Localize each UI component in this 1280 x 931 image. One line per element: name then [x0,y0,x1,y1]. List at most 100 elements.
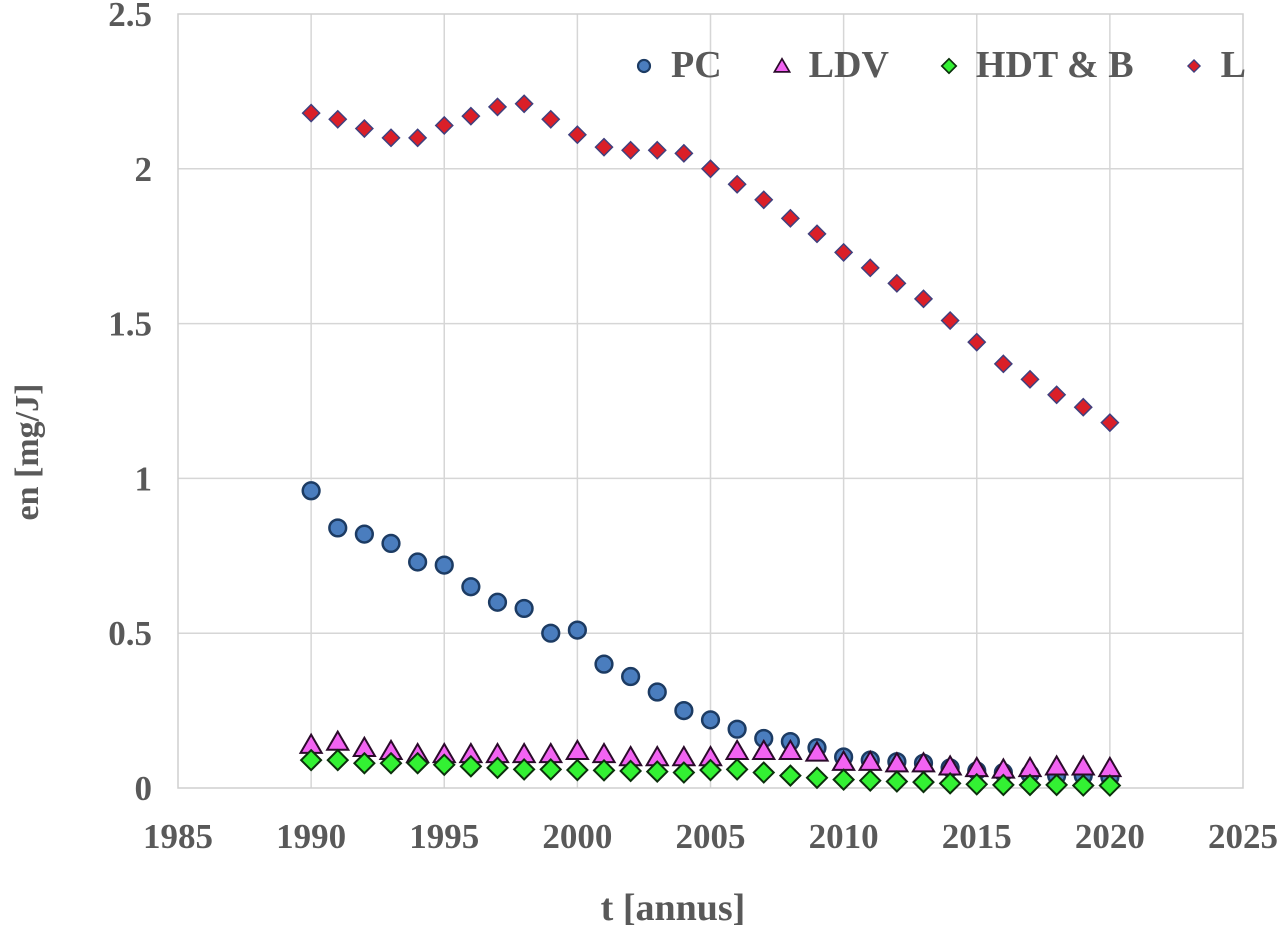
data-point-LDV-2007 [751,738,777,761]
data-point-HDTB-2008 [778,764,802,788]
diamond-glyph [1186,58,1201,74]
data-point-LDV-2009 [804,740,830,762]
data-point-L-1991 [328,109,348,129]
data-point-L-1996 [461,106,481,126]
data-point-PC-1999 [541,623,561,643]
data-point-L-2017 [1020,369,1040,389]
data-point-L-2018 [1047,385,1067,405]
data-point-HDTB-2011 [858,769,882,792]
data-point-L-2020 [1100,413,1120,433]
data-point-HDTB-1999 [539,758,563,781]
x-tick-label-2010: 2010 [809,817,879,856]
data-point-LDV-2018 [1044,754,1069,776]
data-point-PC-1990 [301,481,321,501]
data-point-PC-2003 [647,682,667,702]
data-point-LDV-2006 [724,738,750,761]
data-point-HDTB-2013 [912,770,935,794]
data-point-L-2016 [993,354,1013,374]
data-point-L-1997 [487,97,508,117]
data-point-HDTB-2019 [1071,774,1095,797]
data-point-L-2019 [1073,397,1093,417]
data-point-L-2002 [621,140,641,160]
data-point-LDV-2019 [1070,754,1096,776]
data-point-HDTB-1997 [486,756,509,780]
x-tick-label-1990: 1990 [276,817,346,856]
data-point-PC-2002 [621,666,641,687]
data-point-HDTB-2004 [672,761,696,784]
y-tick-label-2: 2 [135,150,153,189]
data-point-HDTB-2000 [565,758,589,782]
data-point-L-1998 [514,94,534,114]
circle-glyph [636,58,652,74]
data-point-PC-1995 [434,555,454,575]
data-point-L-2015 [967,332,987,352]
data-point-PC-1992 [354,524,374,544]
data-point-HDTB-2003 [645,760,669,784]
x-axis-title: t [annus] [600,887,746,929]
data-point-HDTB-2006 [725,758,749,781]
data-point-HDTB-2009 [805,766,829,790]
data-point-HDTB-1996 [459,754,483,778]
diamond-glyph [940,57,958,75]
data-point-L-2005 [700,159,721,179]
data-point-HDTB-1995 [432,753,456,777]
data-point-L-2004 [674,143,694,163]
data-point-HDTB-2012 [885,770,909,793]
data-point-HDTB-2017 [1018,773,1042,797]
legend-marker-triangle-icon [772,57,791,73]
data-point-PC-1994 [408,552,428,572]
data-point-LDV-2017 [1017,755,1043,778]
data-point-HDTB-2018 [1045,773,1069,797]
legend-marker-circle-icon [636,58,652,74]
legend-label: PC [671,44,722,86]
legend-item-PC: PC [630,46,722,84]
data-point-L-2003 [647,140,667,160]
data-point-L-1992 [354,118,374,139]
plot-border [177,13,1244,789]
legend-item-HDTB: HDT & B [935,46,1134,84]
data-point-PC-1991 [328,518,348,538]
data-point-HDTB-1994 [406,751,430,775]
x-tick-label-2025: 2025 [1208,817,1278,856]
x-tick-label-2005: 2005 [676,817,746,856]
data-point-PC-2001 [594,654,614,674]
y-tick-label-2.5: 2.5 [108,0,152,34]
data-point-HDTB-2007 [752,761,776,784]
legend-marker-diamond-icon [940,57,958,75]
data-point-L-2001 [594,137,614,157]
data-point-LDV-1991 [325,729,351,751]
chart-legend: PC LDV HDT & B L [630,42,1246,88]
x-tick-label-2020: 2020 [1075,817,1145,856]
data-point-HDTB-1998 [512,758,536,781]
data-point-L-2011 [860,258,880,278]
data-point-HDTB-1993 [379,751,403,775]
data-point-HDTB-2014 [938,771,962,795]
data-point-L-2006 [727,174,747,194]
x-tick-label-1995: 1995 [409,817,479,856]
data-point-PC-2000 [567,620,587,640]
legend-item-L: L [1180,46,1246,84]
y-axis-title: en [mg/J] [9,383,46,521]
y-tick-label-0.5: 0.5 [108,614,152,653]
data-point-HDTB-2015 [965,772,989,796]
x-tick-label-2015: 2015 [942,817,1012,856]
y-tick-label-1.5: 1.5 [108,305,152,344]
data-point-L-1994 [408,128,428,148]
data-point-PC-1993 [381,533,401,554]
y-tick-label-1: 1 [135,459,153,498]
data-point-HDTB-1990 [299,748,323,772]
data-point-L-2000 [567,125,587,145]
data-point-L-2013 [913,289,934,309]
data-point-L-2009 [807,224,827,244]
data-point-L-2010 [834,242,854,262]
data-point-L-2012 [887,273,907,293]
legend-label: L [1220,44,1246,86]
x-tick-label-1985: 1985 [143,817,213,856]
data-point-PC-1996 [461,577,481,597]
data-point-HDTB-2002 [619,759,643,783]
data-point-LDV-2020 [1097,755,1123,778]
data-point-HDTB-2010 [832,768,856,792]
data-point-PC-1998 [514,598,534,619]
